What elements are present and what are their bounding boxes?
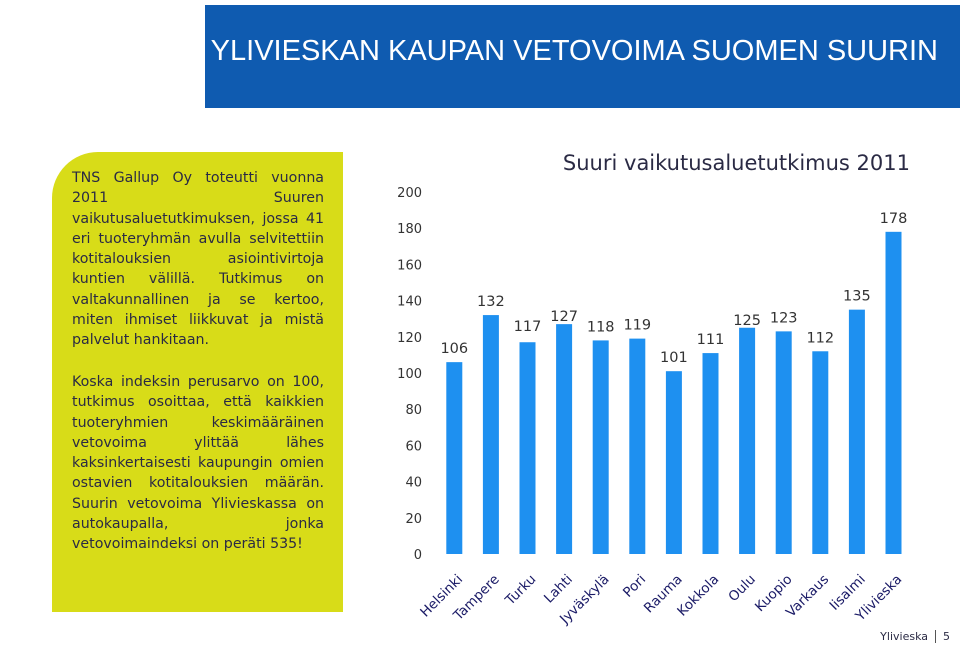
data-label: 106 <box>440 341 468 357</box>
bar <box>665 371 682 554</box>
bar <box>885 231 902 554</box>
bar <box>446 362 463 554</box>
header-accent <box>0 0 205 108</box>
y-axis-ticks: 0 20 40 60 80 100 120 140 160 180 200 <box>397 186 422 563</box>
y-tick-label: 120 <box>397 331 422 346</box>
data-label: 178 <box>880 211 908 227</box>
data-label: 112 <box>806 330 834 346</box>
bar <box>629 338 646 554</box>
y-tick-label: 160 <box>397 258 422 273</box>
bar <box>519 342 536 554</box>
index-paragraph: Koska indeksin perusarvo on 100, tutkimu… <box>72 374 324 553</box>
data-label: 123 <box>770 310 798 326</box>
footer: Ylivieska 5 <box>880 630 950 643</box>
y-tick-label: 80 <box>405 403 422 418</box>
y-tick-label: 200 <box>397 186 422 201</box>
chart-title: Suuri vaikutusaluetutkimus 2011 <box>563 151 910 175</box>
data-label: 132 <box>477 294 505 310</box>
y-tick-label: 100 <box>397 367 422 382</box>
bar <box>556 324 573 554</box>
data-label: 125 <box>733 313 761 329</box>
data-label: 119 <box>623 318 651 334</box>
value-labels: 106 132 117 127 118 119 101 111 125 123 112 135 178 <box>440 211 907 366</box>
page-title: YLIVIESKAN KAUPAN VETOVOIMA SUOMEN SUURI… <box>210 35 938 67</box>
footer-divider <box>935 630 936 643</box>
bar <box>848 309 865 554</box>
bar <box>812 351 829 554</box>
data-label: 101 <box>660 350 688 366</box>
data-label: 111 <box>697 332 725 348</box>
bars <box>446 231 902 554</box>
intro-paragraph: TNS Gallup Oy toteutti vuonna 2011 Suure… <box>72 170 324 349</box>
y-tick-label: 20 <box>405 512 422 527</box>
y-tick-label: 40 <box>405 476 422 491</box>
bar-chart: Suuri vaikutusaluetutkimus 2011 0 20 40 60 8… <box>397 151 910 628</box>
data-label: 127 <box>550 309 578 325</box>
bar <box>592 340 609 554</box>
y-tick-label: 0 <box>414 548 422 563</box>
bar <box>775 331 792 554</box>
data-label: 117 <box>514 319 542 335</box>
footer-label: Ylivieska <box>880 630 928 643</box>
bar <box>739 327 756 554</box>
y-tick-label: 180 <box>397 222 422 237</box>
bar <box>702 353 719 554</box>
category-label: Turku <box>502 572 540 610</box>
category-label: Pori <box>620 572 649 601</box>
header-bar: YLIVIESKAN KAUPAN VETOVOIMA SUOMEN SUURI… <box>205 5 960 108</box>
y-tick-label: 60 <box>405 439 422 454</box>
category-label: Oulu <box>725 572 759 606</box>
text-panel <box>52 152 343 612</box>
data-label: 118 <box>587 319 615 335</box>
data-label: 135 <box>843 289 871 305</box>
bar <box>482 315 499 554</box>
page-number: 5 <box>943 630 950 643</box>
y-tick-label: 140 <box>397 295 422 310</box>
